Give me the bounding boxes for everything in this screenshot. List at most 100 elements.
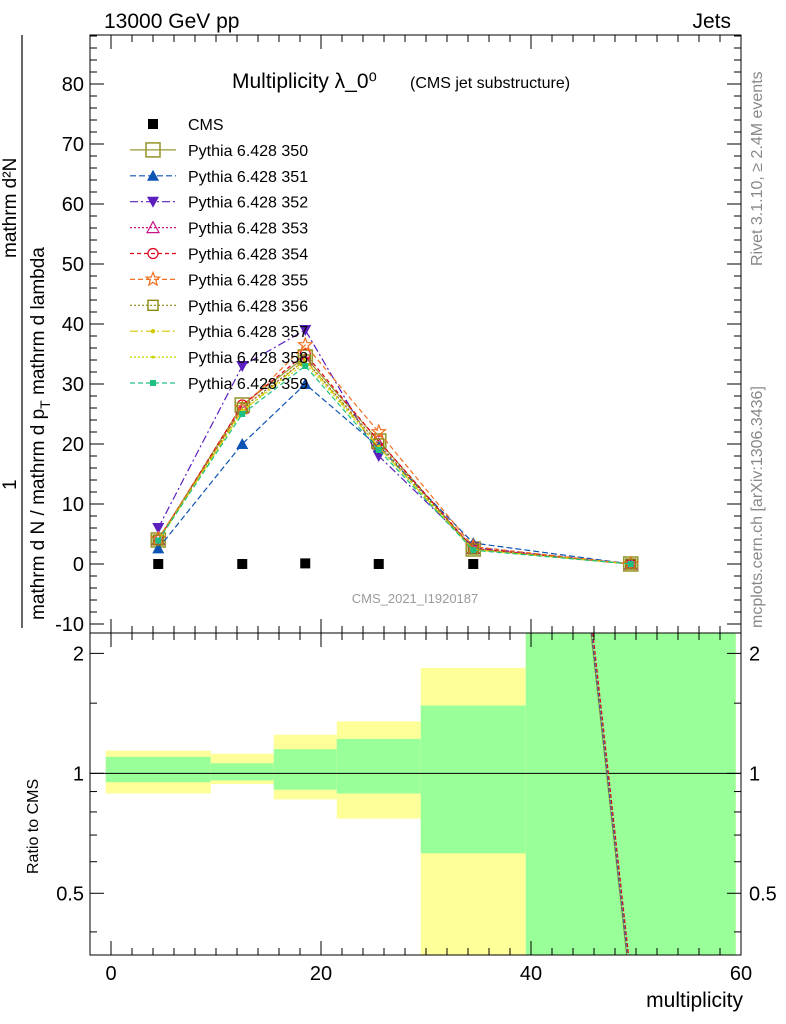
data-point [153,559,164,569]
ratio-ytick-label: 2 [73,643,84,665]
legend-entry: CMS [148,117,224,134]
data-point [468,559,479,569]
data-point [145,142,161,158]
x-axis-label: multiplicity [646,989,743,1012]
chart-subtitle: (CMS jet substructure) [410,75,570,92]
legend-entry: Pythia 6.428 354 [130,247,308,264]
data-point [151,355,155,359]
series-6 [149,336,640,572]
ylabel-numerator: mathrm d²N [0,158,21,258]
legend-entry: Pythia 6.428 350 [130,142,308,160]
main-ytick-label: 80 [62,74,84,96]
data-point [302,363,309,369]
data-point [373,559,384,569]
data-point [152,542,165,554]
legend-entry: Pythia 6.428 358 [130,350,308,367]
ratio-ytick-label-right: 1 [749,763,760,785]
ylabel-prefix: 1 [0,479,21,490]
data-point [237,559,248,569]
legend-entry: Pythia 6.428 355 [130,270,308,289]
uncertainty-band-green [525,633,736,955]
series-line [157,365,631,565]
main-ytick-label: 30 [62,374,84,396]
ratio-curve [590,632,628,956]
series-line [157,329,631,565]
main-ylabel: 1 mathrm d²N mathrm d N / mathrm d pT ma… [0,35,53,628]
ratio-ytick-label-right: 2 [749,643,760,665]
watermark: CMS_2021_I1920187 [352,591,479,606]
data-point [144,270,162,287]
main-panel: -10 0 10 20 30 40 50 60 70 80 Multiplicity λ_0⁰ (… [55,34,742,636]
data-point [239,411,246,417]
header-right: Jets [692,10,731,33]
main-ytick-label: 60 [62,194,84,216]
data-point [236,438,249,449]
xtick-label: 40 [520,963,542,985]
data-point [375,447,382,453]
data-point [145,220,161,234]
data-point [467,543,479,555]
series-line [157,362,631,565]
legend-label: Pythia 6.428 353 [188,221,308,238]
ratio-ytick-label: 0.5 [56,883,84,905]
ylabel-denominator: mathrm d N / mathrm d pT mathrm d lambda [28,247,53,620]
main-ytick-label: 50 [62,254,84,276]
legend-entry: Pythia 6.428 353 [130,220,308,238]
data-point [152,534,164,546]
legend-entry: Pythia 6.428 356 [130,298,308,315]
legend-entry: Pythia 6.428 351 [130,169,308,186]
header-left: 13000 GeV pp [104,10,239,33]
legend-label: Pythia 6.428 355 [188,272,308,289]
xtick-label: 20 [310,963,332,985]
main-ytick-label: 20 [62,434,84,456]
legend-label: Pythia 6.428 356 [188,298,308,315]
data-point [236,361,249,372]
legend-entry: Pythia 6.428 352 [130,195,308,212]
data-point [147,247,159,260]
legend-label: Pythia 6.428 352 [188,195,308,212]
series-line [157,383,631,565]
data-point [148,119,158,129]
xtick-label: 60 [730,963,752,985]
legend-label: Pythia 6.428 351 [188,169,308,186]
main-ytick-label: 10 [62,494,84,516]
data-point [147,299,159,311]
ratio-panel: 0.5 0.51 12 20 20 40 60 Ratio to CMS multiplic… [25,632,777,1012]
main-ytick-label: 0 [73,554,84,576]
legend-label: Pythia 6.428 354 [188,247,308,264]
uncertainty-band-green [105,756,211,783]
legend-label: CMS [188,117,224,134]
series-line [157,344,631,565]
rivet-label: Rivet 3.1.10, ≥ 2.4M events [749,71,766,266]
legend-entry: Pythia 6.428 357 [130,324,308,341]
data-point [299,325,312,336]
legend-label: Pythia 6.428 358 [188,350,308,367]
series-0 [153,558,479,569]
main-ytick-label: 40 [62,314,84,336]
legend-label: Pythia 6.428 357 [188,324,308,341]
main-ytick-label: 70 [62,134,84,156]
data-point [300,558,311,569]
uncertainty-band-green [336,738,421,794]
data-point [303,357,308,363]
data-point [627,561,634,567]
series-2 [152,378,637,569]
data-point [299,378,312,389]
main-ytick-label: -10 [55,614,84,636]
xtick-label: 0 [105,963,116,985]
ratio-ylabel: Ratio to CMS [25,779,42,874]
data-point [470,547,477,554]
ratio-ytick-label-right: 0.5 [749,883,777,905]
series-10 [155,363,634,567]
chart-title: Multiplicity λ_0⁰ [232,70,377,93]
legend: CMS Pythia 6.428 350 Pythia 6.428 351 Pythi… [130,117,308,393]
series-line [157,353,631,565]
data-point [147,196,159,208]
uncertainty-band-green [420,705,526,854]
data-point [150,380,156,386]
data-point [155,537,162,544]
data-point [296,336,314,353]
legend-label: Pythia 6.428 350 [188,143,308,160]
data-point [370,423,388,440]
